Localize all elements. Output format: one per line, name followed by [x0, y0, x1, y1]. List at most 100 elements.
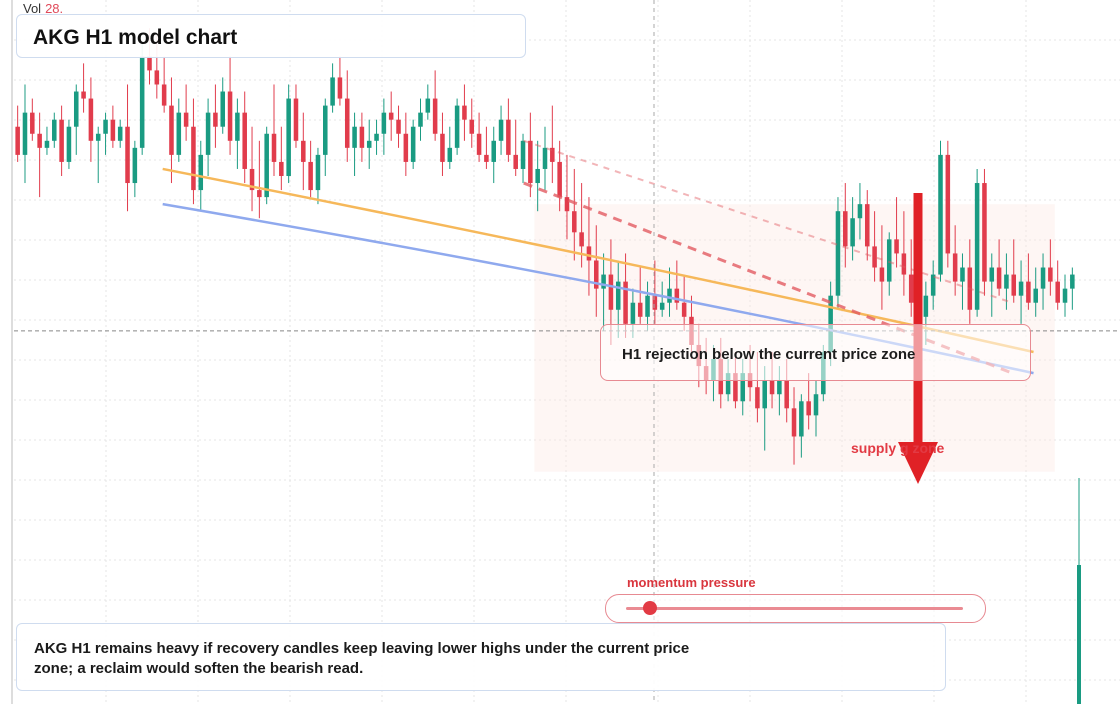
callout-text: H1 rejection below the current price zon…: [622, 346, 916, 363]
momentum-knob: [642, 601, 657, 615]
candle: [462, 84, 467, 141]
arrow-head: [898, 442, 938, 484]
summary-text: AKG H1 remains heavy if recovery candles…: [34, 640, 690, 677]
candle-body: [828, 295, 833, 352]
candle-body: [249, 168, 255, 191]
candle-body: [1040, 267, 1046, 289]
candle: [886, 232, 892, 296]
candle: [374, 119, 379, 155]
candle-body: [520, 140, 526, 169]
candle: [454, 98, 460, 155]
title-panel: AKG H1 model chart: [16, 14, 526, 58]
candle: [227, 56, 233, 155]
candle-body: [1018, 281, 1024, 296]
candle: [344, 70, 350, 162]
candle-body: [872, 246, 877, 268]
candle-body: [769, 380, 775, 395]
candle-body: [659, 302, 665, 310]
volume-indicator: Vol 28.: [23, 1, 63, 16]
trend-line: [523, 139, 1013, 304]
candle-body: [681, 302, 687, 317]
candle-body: [843, 211, 848, 247]
candle: [667, 267, 672, 317]
candle: [974, 168, 980, 317]
candle-body: [923, 295, 929, 317]
candle: [982, 168, 987, 296]
candle-body: [652, 295, 658, 310]
candle-body: [264, 133, 269, 198]
candle: [520, 133, 526, 184]
candle: [359, 112, 365, 162]
candle-body: [366, 140, 372, 148]
candle: [894, 197, 899, 268]
candle-body: [462, 105, 467, 120]
candle-body: [469, 119, 475, 134]
candle-body: [1048, 267, 1053, 282]
candle: [293, 84, 299, 148]
candle: [432, 70, 438, 141]
candle: [22, 84, 28, 184]
candle: [850, 197, 855, 261]
candle: [623, 253, 628, 338]
candle: [15, 105, 20, 162]
candle-body: [279, 161, 284, 176]
candle-body: [967, 267, 973, 310]
candle: [323, 98, 328, 176]
candle-body: [95, 133, 101, 141]
candle-body: [315, 154, 321, 191]
candle-body: [806, 401, 811, 416]
candle: [593, 225, 599, 317]
candle-body: [271, 133, 277, 162]
candle: [410, 119, 416, 169]
candle-body: [169, 105, 174, 155]
candle-body: [498, 119, 504, 141]
candle-body: [81, 91, 86, 99]
candle: [125, 84, 130, 212]
momentum-label: momentum pressure: [627, 575, 756, 590]
candle-body: [337, 77, 343, 99]
candle-body: [835, 211, 841, 296]
candle-body: [110, 119, 116, 141]
candle: [799, 394, 804, 458]
candle-body: [784, 380, 789, 409]
candle: [1062, 274, 1068, 317]
candle: [952, 225, 958, 296]
candle: [257, 140, 262, 219]
candle-body: [22, 112, 28, 155]
candle: [491, 126, 497, 184]
candle: [117, 119, 123, 148]
candle-body: [996, 267, 1002, 289]
candle-body: [1033, 288, 1038, 303]
candle-body: [528, 140, 533, 184]
candle-body: [667, 288, 672, 303]
candle: [1026, 253, 1031, 310]
candle: [308, 140, 313, 198]
candle-body: [637, 302, 643, 317]
candle-body: [952, 253, 958, 282]
candle: [528, 112, 533, 198]
candle-body: [308, 161, 313, 191]
candle-body: [403, 133, 409, 162]
candle-body: [623, 281, 628, 324]
candle: [806, 373, 811, 430]
candle: [396, 105, 401, 148]
candle-body: [125, 126, 130, 184]
candle: [425, 84, 431, 120]
candle-body: [286, 98, 291, 176]
candle: [235, 98, 240, 169]
candle: [564, 154, 570, 240]
candle-body: [37, 133, 42, 148]
candle: [271, 84, 277, 176]
candle-body: [894, 239, 899, 254]
candle: [59, 105, 64, 176]
candle: [484, 126, 489, 169]
candle-body: [103, 119, 108, 134]
candle: [857, 183, 863, 240]
candle: [279, 126, 284, 191]
candle: [476, 112, 482, 162]
candle: [879, 225, 885, 310]
candle-body: [755, 387, 760, 409]
candle-body: [447, 147, 453, 162]
candle: [681, 274, 687, 331]
candle: [447, 126, 453, 169]
